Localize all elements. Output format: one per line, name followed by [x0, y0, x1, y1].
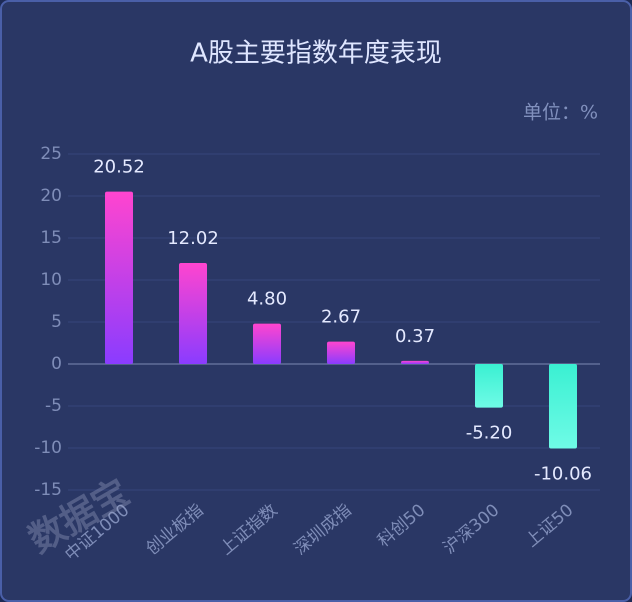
value-label: -5.20 [466, 423, 513, 444]
value-label: 12.02 [167, 228, 219, 249]
chart-title: A股主要指数年度表现 [190, 39, 442, 69]
y-tick-label: -5 [45, 396, 62, 416]
value-label: 20.52 [93, 157, 145, 178]
bar [549, 364, 577, 449]
value-label: -10.06 [534, 464, 592, 485]
bar [401, 360, 429, 364]
value-label: 4.80 [247, 289, 287, 310]
y-tick-label: 15 [40, 228, 62, 248]
y-tick-label: -15 [34, 480, 62, 500]
y-tick-label: 5 [51, 312, 62, 332]
bar [327, 341, 355, 364]
bar [475, 364, 503, 408]
value-label: 0.37 [395, 326, 435, 347]
y-tick-label: 0 [51, 354, 62, 374]
value-label: 2.67 [321, 307, 361, 328]
y-tick-label: 10 [40, 270, 62, 290]
y-tick-label: 25 [40, 144, 62, 164]
y-tick-label: -10 [34, 438, 62, 458]
bar [253, 323, 281, 364]
bar [179, 263, 207, 364]
y-tick-label: 20 [40, 186, 62, 206]
bar [105, 191, 133, 364]
unit-label: 单位：% [523, 102, 598, 124]
